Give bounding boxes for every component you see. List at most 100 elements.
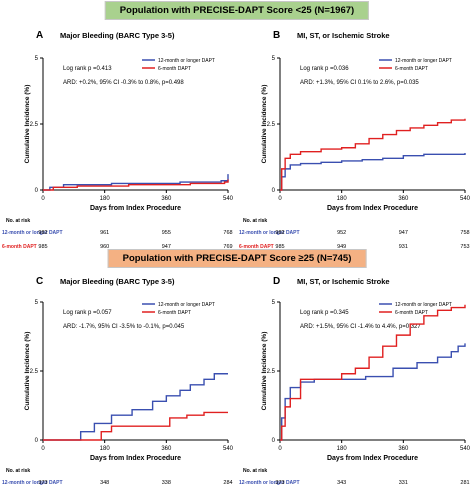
y-tick-label: 0 bbox=[35, 188, 39, 194]
x-axis-label: Days from Index Procedure bbox=[90, 455, 181, 462]
x-tick-label: 540 bbox=[223, 196, 234, 202]
at-risk-title: No. at risk bbox=[6, 468, 30, 474]
y-tick-label: 2.5 bbox=[267, 369, 276, 375]
ard-text: ARD: +1.5%, 95% CI -1.4% to 4.4%, p=0.32… bbox=[300, 324, 421, 330]
x-tick-label: 360 bbox=[161, 446, 172, 452]
panel-letter: B bbox=[273, 30, 280, 41]
panel-letter: A bbox=[36, 30, 43, 41]
y-tick-label: 0 bbox=[35, 438, 39, 444]
ard-text: ARD: -1.7%, 95% CI -3.5% to -0.1%, p=0.0… bbox=[63, 324, 185, 330]
y-tick-label: 5 bbox=[272, 56, 276, 62]
at-risk-value: 985 bbox=[38, 244, 47, 250]
series-line-six-month bbox=[280, 304, 466, 441]
at-risk-row-label: 6-month DAPT bbox=[2, 244, 37, 250]
panel-title: MI, ST, or Ischemic Stroke bbox=[297, 277, 390, 286]
at-risk-value: 960 bbox=[100, 244, 109, 250]
at-risk-row-label: 12-month or longer DAPT bbox=[2, 230, 63, 236]
at-risk-value: 281 bbox=[460, 480, 469, 486]
at-risk-value: 985 bbox=[275, 244, 284, 250]
y-tick-label: 2.5 bbox=[30, 369, 39, 375]
banner-high-score: Population with PRECISE-DAPT Score ≥25 (… bbox=[107, 249, 367, 268]
log-rank-text: Log rank p =0.413 bbox=[63, 66, 112, 72]
legend-label: 12-month or longer DAPT bbox=[395, 58, 452, 64]
at-risk-value: 343 bbox=[337, 480, 346, 486]
x-tick-label: 0 bbox=[278, 446, 282, 452]
y-tick-label: 5 bbox=[35, 56, 39, 62]
at-risk-value: 769 bbox=[223, 244, 232, 250]
x-tick-label: 540 bbox=[460, 446, 471, 452]
at-risk-value: 955 bbox=[162, 230, 171, 236]
at-risk-row-label: 12-month or longer DAPT bbox=[2, 480, 63, 486]
at-risk-value: 373 bbox=[38, 480, 47, 486]
y-axis-label: Cumulative Incidence (%) bbox=[24, 85, 31, 164]
at-risk-value: 331 bbox=[399, 480, 408, 486]
panel-c-chart: C Major Bleeding (BARC Type 3-5) 0 2.5 5 0 180… bbox=[2, 276, 234, 486]
panel-title: Major Bleeding (BARC Type 3-5) bbox=[60, 277, 175, 286]
series-line-six-month bbox=[43, 179, 229, 191]
x-tick-label: 180 bbox=[100, 446, 111, 452]
panel-letter: C bbox=[36, 276, 43, 287]
at-risk-title: No. at risk bbox=[243, 218, 267, 224]
at-risk-title: No. at risk bbox=[243, 468, 267, 474]
ard-text: ARD: +1.3%, 95% CI 0.1% to 2.6%, p=0.035 bbox=[300, 80, 419, 86]
x-tick-label: 0 bbox=[41, 196, 45, 202]
panel-title: Major Bleeding (BARC Type 3-5) bbox=[60, 31, 175, 40]
y-axis-label: Cumulative Incidence (%) bbox=[261, 332, 268, 411]
ard-text: ARD: +0.2%, 95% CI -0.3% to 0.8%, p=0.49… bbox=[63, 80, 184, 86]
x-tick-label: 360 bbox=[161, 196, 172, 202]
series-line-twelve-month bbox=[43, 373, 228, 441]
x-tick-label: 0 bbox=[41, 446, 45, 452]
y-axis-label: Cumulative Incidence (%) bbox=[261, 85, 268, 164]
y-tick-label: 2.5 bbox=[267, 122, 276, 128]
banner-low-score: Population with PRECISE-DAPT Score <25 (… bbox=[104, 1, 370, 20]
at-risk-value: 961 bbox=[100, 230, 109, 236]
x-axis-label: Days from Index Procedure bbox=[327, 205, 418, 212]
x-tick-label: 180 bbox=[337, 196, 348, 202]
at-risk-value: 952 bbox=[337, 230, 346, 236]
series-line-twelve-month bbox=[280, 343, 466, 441]
legend-label: 6-month DAPT bbox=[395, 66, 428, 72]
at-risk-value: 348 bbox=[100, 480, 109, 486]
y-tick-label: 0 bbox=[272, 188, 276, 194]
at-risk-row-label: 6-month DAPT bbox=[239, 244, 274, 250]
log-rank-text: Log rank p =0.036 bbox=[300, 66, 349, 72]
legend-label: 12-month or longer DAPT bbox=[395, 302, 452, 308]
at-risk-value: 373 bbox=[275, 480, 284, 486]
at-risk-row-label: 12-month or longer DAPT bbox=[239, 480, 300, 486]
at-risk-value: 768 bbox=[223, 230, 232, 236]
series-line-twelve-month bbox=[280, 153, 466, 191]
at-risk-value: 947 bbox=[162, 244, 171, 250]
at-risk-row-label: 12-month or longer DAPT bbox=[239, 230, 300, 236]
at-risk-value: 947 bbox=[399, 230, 408, 236]
series-line-twelve-month bbox=[43, 174, 229, 191]
x-tick-label: 540 bbox=[460, 196, 471, 202]
y-tick-label: 5 bbox=[272, 300, 276, 306]
x-tick-label: 180 bbox=[100, 196, 111, 202]
legend-label: 12-month or longer DAPT bbox=[158, 58, 215, 64]
legend-label: 6-month DAPT bbox=[158, 66, 191, 72]
at-risk-value: 949 bbox=[337, 244, 346, 250]
y-axis-label: Cumulative Incidence (%) bbox=[24, 332, 31, 411]
x-tick-label: 180 bbox=[337, 446, 348, 452]
x-tick-label: 360 bbox=[398, 446, 409, 452]
at-risk-value: 284 bbox=[223, 480, 232, 486]
y-tick-label: 5 bbox=[35, 300, 39, 306]
at-risk-value: 982 bbox=[275, 230, 284, 236]
x-tick-label: 0 bbox=[278, 196, 282, 202]
series-line-six-month bbox=[43, 411, 228, 441]
at-risk-value: 982 bbox=[38, 230, 47, 236]
panel-b-chart: B MI, ST, or Ischemic Stroke 0 2.5 5 0 180 360 5… bbox=[239, 30, 471, 250]
at-risk-value: 753 bbox=[460, 244, 469, 250]
legend-label: 6-month DAPT bbox=[158, 310, 191, 316]
at-risk-value: 931 bbox=[399, 244, 408, 250]
x-tick-label: 540 bbox=[223, 446, 234, 452]
at-risk-title: No. at risk bbox=[6, 218, 30, 224]
y-tick-label: 0 bbox=[272, 438, 276, 444]
x-axis-label: Days from Index Procedure bbox=[327, 455, 418, 462]
log-rank-text: Log rank p =0.057 bbox=[63, 310, 112, 316]
log-rank-text: Log rank p =0.345 bbox=[300, 310, 349, 316]
x-tick-label: 360 bbox=[398, 196, 409, 202]
at-risk-value: 338 bbox=[162, 480, 171, 486]
at-risk-value: 758 bbox=[460, 230, 469, 236]
panel-d-chart: D MI, ST, or Ischemic Stroke 0 2.5 5 0 180 360 5… bbox=[239, 276, 471, 486]
